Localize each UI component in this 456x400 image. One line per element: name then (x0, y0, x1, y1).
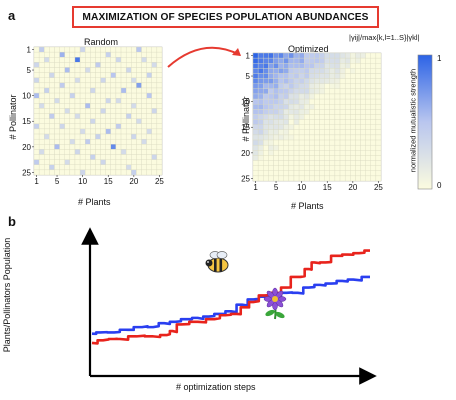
figure-title: MAXIMIZATION OF SPECIES POPULATION ABUND… (72, 6, 379, 28)
blue-population-line (91, 275, 370, 336)
population-xlabel: # optimization steps (176, 382, 256, 392)
optimized-heatmap-y-tick: 5 (246, 72, 251, 81)
random-heatmap-cells (33, 46, 163, 176)
optimized-heatmap-x-tick: 5 (274, 183, 279, 192)
random-heatmap-y-tick: 1 (27, 46, 32, 55)
optimized-heatmap-x-tick: 1 (253, 183, 258, 192)
random-heatmap-y-tick: 5 (27, 66, 32, 75)
optimized-heatmap-y-tick: 10 (241, 98, 250, 107)
colorbar-min: 0 (437, 181, 442, 190)
optimized-heatmap-y-tick: 1 (246, 52, 251, 61)
random-heatmap-x-tick: 25 (155, 177, 164, 186)
random-heatmap-x-tick: 15 (104, 177, 113, 186)
random-heatmap-y-tick: 15 (22, 117, 31, 126)
optimized-heatmap-y-tick: 15 (241, 123, 250, 132)
optimized-heatmap-y-tick: 25 (241, 174, 250, 183)
colorbar-max: 1 (437, 54, 442, 63)
random-heatmap-x-tick: 5 (55, 177, 60, 186)
colorbar-top-label-text: |γij|/max{k,l=1..S}|γkl| (349, 33, 420, 42)
colorbar-top-label: |γij|/max{k,l=1..S}|γkl| (349, 33, 420, 42)
optimization-arrow (167, 46, 241, 68)
optimized-heatmap-cells (252, 52, 382, 182)
random-heatmap-y-tick: 10 (22, 92, 31, 101)
optimized-heatmap-title: Optimized (288, 44, 329, 54)
flower-icon (263, 287, 287, 320)
population-series (91, 249, 370, 345)
random-heatmap-x-tick: 20 (129, 177, 138, 186)
panel-b-label: b (8, 214, 16, 229)
bee-icon (205, 251, 229, 273)
optimized-heatmap-x-tick: 20 (348, 183, 357, 192)
optimized-heatmap-y-tick: 20 (241, 149, 250, 158)
optimized-heatmap-x-tick: 25 (374, 183, 383, 192)
random-heatmap-title: Random (84, 37, 119, 47)
panel-a-label: a (8, 8, 16, 23)
optimized-xlabel: # Plants (291, 201, 324, 211)
colorbar (417, 54, 433, 190)
optimization-arrow-head (232, 48, 241, 56)
random-heatmap-y-tick: 20 (22, 143, 31, 152)
random-heatmap-x-tick: 1 (34, 177, 39, 186)
random-heatmap-x-tick: 10 (78, 177, 87, 186)
population-ylabel: Plants/Pollinators Population (2, 237, 12, 353)
optimized-heatmap-x-tick: 10 (297, 183, 306, 192)
red-population-line (91, 249, 370, 345)
optimized-heatmap-x-tick: 15 (323, 183, 332, 192)
random-xlabel: # Plants (78, 197, 111, 207)
random-heatmap-y-tick: 25 (22, 168, 31, 177)
